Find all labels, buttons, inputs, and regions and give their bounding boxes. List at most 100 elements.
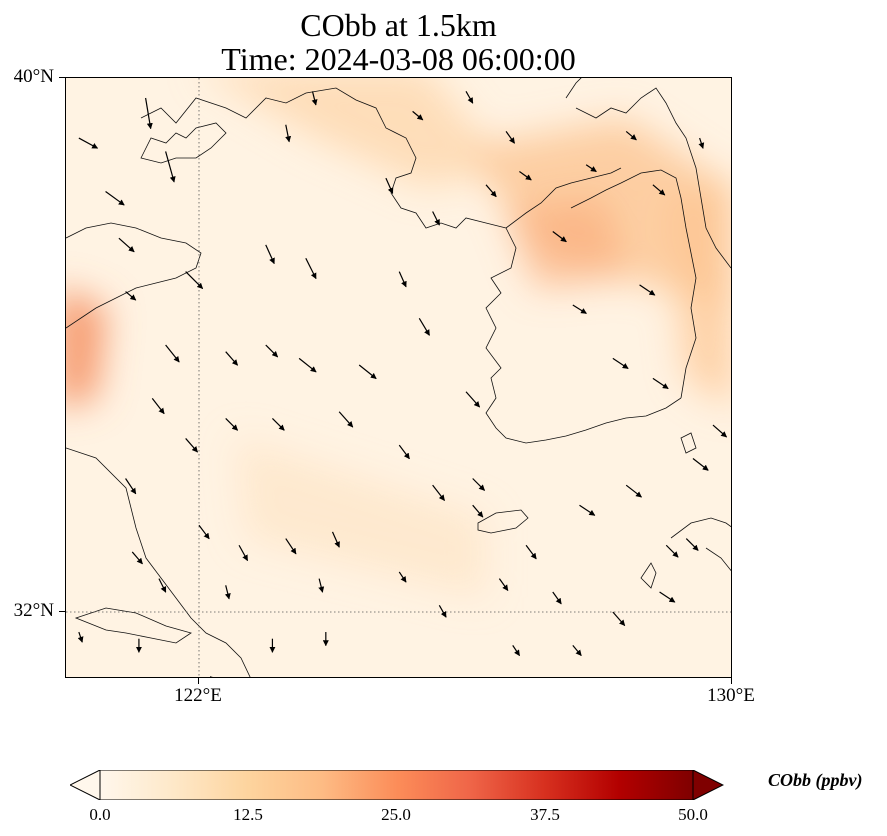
lat-label-32: 32°N	[13, 600, 54, 621]
wind-arrow	[398, 571, 407, 583]
wind-arrow	[698, 137, 705, 149]
wind-arrow	[78, 137, 99, 149]
wind-arrow	[331, 531, 340, 548]
wind-arrow	[412, 110, 424, 121]
coastline-dmz-border	[505, 167, 622, 229]
wind-arrow	[265, 344, 279, 358]
lat-tick-32	[59, 611, 65, 612]
wind-arrow	[418, 317, 430, 336]
coastline-yangtze-mouth	[74, 607, 192, 644]
wind-arrow	[625, 484, 642, 498]
wind-arrow	[265, 244, 275, 265]
wind-arrow	[125, 291, 137, 301]
wind-arrow	[572, 304, 587, 314]
wind-arrow	[572, 644, 582, 657]
wind-arrow	[385, 177, 394, 194]
wind-arrow	[612, 357, 629, 370]
wind-arrow	[552, 591, 562, 605]
lon-label-122: 122°E	[174, 685, 222, 706]
wind-arrow	[285, 124, 292, 143]
wind-arrow	[224, 585, 231, 600]
map-canvas	[66, 78, 731, 677]
colorbar-tick-25: 25.0	[381, 805, 411, 824]
map-panel	[65, 77, 732, 678]
colorbar-extend-low	[70, 770, 101, 800]
wind-arrow	[712, 424, 728, 438]
plume-northern-yellow-sea	[213, 78, 506, 188]
wind-arrow	[432, 484, 445, 501]
coastline	[66, 78, 731, 677]
lon-tick-130	[731, 678, 732, 684]
colorbar-label: CObb (ppbv)	[768, 770, 863, 790]
wind-arrow	[465, 391, 481, 408]
wind-arrow	[272, 418, 285, 431]
wind-arrow	[145, 97, 153, 130]
wind-arrow	[485, 184, 497, 198]
colorbar-tick-37-5: 37.5	[530, 805, 560, 824]
wind-arrow	[398, 444, 410, 460]
wind-arrow	[118, 237, 135, 253]
wind-arrow	[552, 231, 567, 243]
wind-arrow	[472, 478, 485, 491]
wind-arrow	[465, 91, 474, 104]
wind-arrow	[151, 398, 165, 415]
wind-arrow	[158, 578, 167, 593]
wind-arrow	[318, 578, 325, 593]
coastline-oki-islands	[680, 432, 697, 454]
plume-western-edge	[66, 292, 106, 406]
coastline-jiangsu	[66, 447, 251, 677]
wind-arrow	[472, 504, 484, 518]
wind-arrow	[612, 611, 626, 627]
lon-tick-122	[198, 678, 199, 684]
plume-south-band	[236, 438, 486, 598]
wind-arrow	[652, 377, 669, 390]
wind-arrow	[105, 190, 125, 206]
wind-arrow	[519, 170, 532, 181]
wind-arrow	[311, 91, 318, 106]
wind-arrow	[525, 544, 537, 560]
coastline-shandong	[66, 222, 202, 329]
wind-arrow	[338, 411, 354, 428]
wind-arrow	[665, 544, 679, 558]
wind-arrow	[585, 164, 597, 173]
plume-korea-core	[506, 198, 626, 288]
gridlines	[66, 78, 731, 677]
colorbar-extend-high	[692, 770, 724, 800]
wind-arrow	[238, 544, 249, 562]
colorbar	[70, 770, 724, 800]
wind-arrow	[639, 284, 656, 296]
wind-arrow	[625, 130, 637, 141]
wind-arrow	[77, 631, 84, 643]
colorbar-tick-50: 50.0	[678, 805, 708, 824]
coastline-korea-east	[570, 169, 697, 399]
wind-arrow	[125, 478, 137, 495]
wind-arrow	[432, 211, 440, 226]
coastline-liaodong-bay	[140, 122, 227, 164]
wind-arrow	[305, 257, 317, 280]
colorbar-tick-0: 0.0	[89, 805, 111, 824]
wind-arrow	[512, 645, 521, 657]
plume-eastern-edge	[666, 178, 731, 407]
cobb-concentration-field	[66, 78, 731, 598]
lat-tick-40	[59, 77, 65, 78]
wind-arrow	[225, 351, 239, 366]
wind-arrow	[285, 538, 297, 555]
colorbar-gradient	[99, 770, 694, 800]
wind-arrow	[652, 184, 666, 196]
wind-arrow	[692, 458, 709, 471]
coastline-jeju	[477, 509, 529, 534]
lon-label-130: 130°E	[707, 685, 755, 706]
coastline-korea-north	[565, 78, 731, 269]
wind-arrow	[498, 578, 509, 592]
lat-label-40: 40°N	[13, 66, 54, 87]
wind-arrow	[165, 151, 176, 183]
wind-arrow	[185, 438, 199, 453]
wind-vectors	[77, 91, 728, 677]
wind-arrow	[398, 271, 407, 288]
wind-arrow	[358, 364, 377, 380]
coastline-tsushima	[640, 562, 657, 589]
wind-arrow	[298, 357, 317, 373]
wind-arrow	[659, 591, 676, 603]
coastline-japan-kyushu	[670, 517, 731, 572]
wind-arrow	[131, 551, 143, 565]
